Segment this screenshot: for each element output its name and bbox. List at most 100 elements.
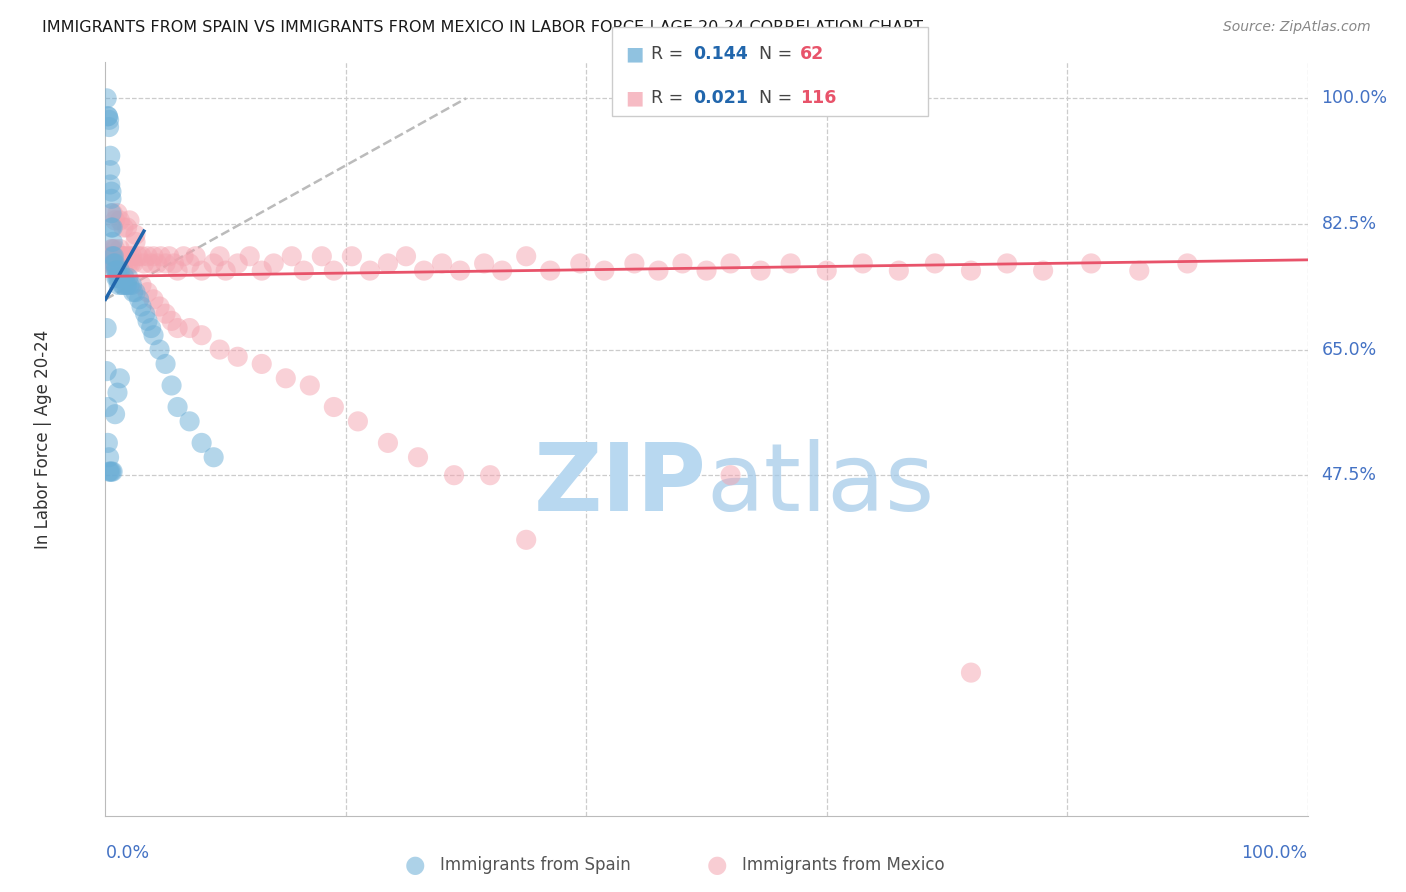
- Point: [148, 343, 170, 357]
- Point: [166, 321, 188, 335]
- Text: Immigrants from Spain: Immigrants from Spain: [440, 856, 631, 874]
- Point: [139, 256, 162, 270]
- Point: [101, 242, 124, 256]
- Point: [108, 263, 131, 277]
- Point: [924, 256, 946, 270]
- Point: [112, 249, 135, 263]
- Point: [112, 263, 135, 277]
- Point: [491, 263, 513, 277]
- Point: [208, 249, 231, 263]
- Point: [118, 249, 141, 263]
- Point: [146, 256, 169, 270]
- Point: [107, 277, 129, 292]
- Point: [298, 378, 321, 392]
- Point: [97, 400, 120, 414]
- Point: [97, 256, 120, 270]
- Point: [103, 249, 125, 263]
- Point: [101, 206, 124, 220]
- Point: [124, 227, 146, 242]
- Point: [538, 263, 561, 277]
- Point: [190, 263, 212, 277]
- Point: [98, 249, 121, 263]
- Point: [100, 465, 122, 479]
- Point: [179, 321, 201, 335]
- Point: [449, 263, 471, 277]
- Point: [569, 256, 592, 270]
- Point: [115, 220, 138, 235]
- Point: [98, 249, 121, 263]
- Point: [100, 256, 122, 270]
- Text: ●: ●: [707, 854, 727, 877]
- Point: [720, 468, 742, 483]
- Point: [111, 249, 134, 263]
- Point: [155, 256, 177, 270]
- Point: [117, 270, 139, 285]
- Point: [142, 249, 165, 263]
- Point: [179, 256, 201, 270]
- Point: [98, 465, 121, 479]
- Point: [104, 407, 127, 421]
- Point: [107, 270, 129, 285]
- Point: [108, 213, 131, 227]
- Text: 0.144: 0.144: [693, 45, 748, 62]
- Point: [479, 468, 502, 483]
- Text: 82.5%: 82.5%: [1322, 215, 1376, 233]
- Point: [263, 256, 285, 270]
- Point: [105, 263, 128, 277]
- Text: 47.5%: 47.5%: [1322, 467, 1376, 484]
- Point: [184, 249, 207, 263]
- Point: [108, 371, 131, 385]
- Point: [281, 249, 304, 263]
- Point: [111, 277, 134, 292]
- Point: [593, 263, 616, 277]
- Point: [157, 249, 180, 263]
- Point: [472, 256, 495, 270]
- Point: [377, 256, 399, 270]
- Text: N =: N =: [759, 89, 793, 107]
- Point: [122, 256, 145, 270]
- Point: [97, 436, 120, 450]
- Point: [623, 256, 645, 270]
- Point: [214, 263, 236, 277]
- Text: atlas: atlas: [707, 439, 935, 531]
- Point: [131, 300, 153, 314]
- Point: [110, 270, 132, 285]
- Text: Immigrants from Mexico: Immigrants from Mexico: [742, 856, 945, 874]
- Point: [100, 192, 122, 206]
- Point: [107, 256, 129, 270]
- Point: [114, 270, 136, 285]
- Point: [292, 263, 315, 277]
- Point: [1128, 263, 1150, 277]
- Point: [107, 385, 129, 400]
- Point: [995, 256, 1018, 270]
- Text: 116: 116: [800, 89, 837, 107]
- Point: [103, 249, 125, 263]
- Point: [96, 321, 118, 335]
- Point: [115, 256, 138, 270]
- Point: [110, 256, 132, 270]
- Point: [118, 277, 141, 292]
- Point: [377, 436, 399, 450]
- Point: [117, 256, 139, 270]
- Point: [96, 91, 118, 105]
- Point: [1032, 263, 1054, 277]
- Point: [107, 270, 129, 285]
- Point: [960, 665, 983, 680]
- Point: [98, 163, 121, 178]
- Point: [311, 249, 333, 263]
- Point: [887, 263, 910, 277]
- Point: [202, 256, 225, 270]
- Point: [121, 249, 143, 263]
- Point: [340, 249, 363, 263]
- Point: [160, 314, 183, 328]
- Point: [100, 242, 122, 256]
- Point: [120, 256, 142, 270]
- Point: [190, 328, 212, 343]
- Text: 100.0%: 100.0%: [1322, 89, 1388, 107]
- Point: [155, 307, 177, 321]
- Point: [103, 256, 125, 270]
- Point: [166, 400, 188, 414]
- Point: [98, 120, 121, 134]
- Point: [226, 256, 249, 270]
- Text: IMMIGRANTS FROM SPAIN VS IMMIGRANTS FROM MEXICO IN LABOR FORCE | AGE 20-24 CORRE: IMMIGRANTS FROM SPAIN VS IMMIGRANTS FROM…: [42, 20, 924, 36]
